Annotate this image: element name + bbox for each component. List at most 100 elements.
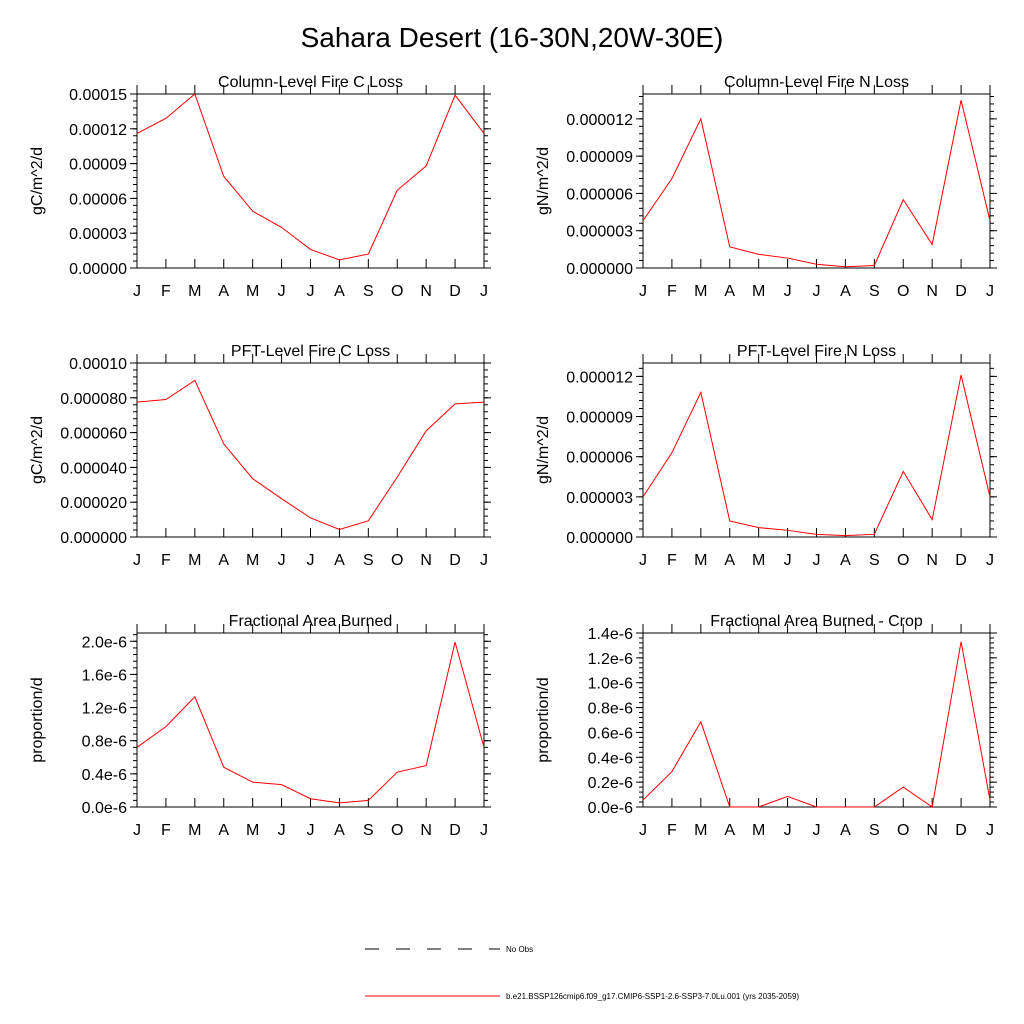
y-tick-label: 0.000060 bbox=[60, 426, 127, 443]
y-tick-label: 0.000003 bbox=[566, 490, 633, 507]
y-tick-label: 0.4e-6 bbox=[82, 767, 127, 784]
x-tick-label: J bbox=[784, 822, 792, 839]
x-tick-label: M bbox=[752, 552, 765, 569]
x-tick-label: J bbox=[986, 552, 994, 569]
y-tick-label: 0.00010 bbox=[69, 356, 127, 373]
x-tick-label: M bbox=[246, 552, 259, 569]
y-axis-label: proportion/d bbox=[535, 677, 552, 762]
series-line-1 bbox=[642, 374, 991, 537]
y-tick-label: 0.000040 bbox=[60, 460, 127, 477]
x-tick-label: J bbox=[133, 552, 141, 569]
x-tick-label: J bbox=[639, 552, 647, 569]
x-tick-label: J bbox=[784, 552, 792, 569]
y-tick-label: 0.2e-6 bbox=[588, 775, 633, 792]
x-tick-label: J bbox=[813, 283, 821, 300]
x-tick-label: A bbox=[724, 283, 735, 300]
y-tick-label: 0.8e-6 bbox=[588, 701, 633, 718]
chart-title: Column-Level Fire C Loss bbox=[218, 74, 403, 91]
y-axis-label: gN/m^2/d bbox=[535, 147, 552, 215]
x-tick-label: O bbox=[391, 283, 403, 300]
y-tick-label: 0.00003 bbox=[69, 226, 127, 243]
y-tick-label: 1.4e-6 bbox=[588, 626, 633, 643]
x-tick-label: A bbox=[218, 552, 229, 569]
y-axis-label: proportion/d bbox=[29, 677, 46, 762]
x-tick-label: N bbox=[926, 552, 938, 569]
y-tick-label: 0.00009 bbox=[69, 157, 127, 174]
x-tick-label: J bbox=[278, 552, 286, 569]
x-tick-label: M bbox=[752, 822, 765, 839]
y-axis-label: gC/m^2/d bbox=[29, 147, 46, 215]
chart-title: Fractional Area Burned bbox=[229, 613, 393, 630]
x-tick-label: J bbox=[133, 283, 141, 300]
plot-frame bbox=[136, 93, 485, 269]
x-tick-label: A bbox=[840, 822, 851, 839]
x-tick-label: O bbox=[391, 552, 403, 569]
plot-frame bbox=[642, 632, 991, 808]
x-tick-label: F bbox=[161, 552, 171, 569]
x-tick-label: M bbox=[694, 283, 707, 300]
y-tick-label: 0.000006 bbox=[566, 186, 633, 203]
series-line-1 bbox=[136, 641, 485, 804]
x-tick-label: F bbox=[667, 822, 677, 839]
x-tick-label: O bbox=[897, 822, 909, 839]
x-tick-label: A bbox=[334, 822, 345, 839]
x-tick-label: D bbox=[955, 283, 967, 300]
x-tick-label: J bbox=[480, 552, 488, 569]
x-tick-label: A bbox=[840, 283, 851, 300]
x-tick-label: D bbox=[449, 822, 461, 839]
x-tick-label: D bbox=[955, 822, 967, 839]
x-tick-label: S bbox=[363, 552, 374, 569]
x-tick-label: J bbox=[986, 822, 994, 839]
y-tick-label: 1.0e-6 bbox=[588, 676, 633, 693]
x-tick-label: N bbox=[420, 552, 432, 569]
y-tick-label: 1.6e-6 bbox=[82, 667, 127, 684]
x-tick-label: D bbox=[955, 552, 967, 569]
x-tick-label: A bbox=[334, 283, 345, 300]
series-line-1 bbox=[642, 100, 991, 268]
x-tick-label: M bbox=[246, 822, 259, 839]
y-tick-label: 0.00015 bbox=[69, 87, 127, 104]
y-tick-label: 1.2e-6 bbox=[82, 701, 127, 718]
y-tick-label: 0.000012 bbox=[566, 369, 633, 386]
plot-frame bbox=[136, 632, 485, 808]
chart-title: Column-Level Fire N Loss bbox=[724, 74, 909, 91]
y-axis-label: gC/m^2/d bbox=[29, 416, 46, 484]
x-tick-label: N bbox=[926, 822, 938, 839]
plot-frame bbox=[642, 93, 991, 269]
y-tick-label: 2.0e-6 bbox=[82, 634, 127, 651]
x-tick-label: F bbox=[667, 283, 677, 300]
y-tick-label: 0.000000 bbox=[60, 530, 127, 547]
series-line-1 bbox=[642, 641, 991, 808]
legend: No Obs b.e21.BSSP126cmip6.f09_g17.CMIP6-… bbox=[365, 945, 799, 1001]
x-tick-label: J bbox=[639, 283, 647, 300]
y-tick-label: 0.0e-6 bbox=[82, 800, 127, 817]
y-tick-label: 0.00006 bbox=[69, 191, 127, 208]
x-tick-label: D bbox=[449, 552, 461, 569]
x-tick-label: J bbox=[813, 822, 821, 839]
x-tick-label: M bbox=[188, 822, 201, 839]
x-tick-label: J bbox=[784, 283, 792, 300]
x-tick-label: J bbox=[480, 822, 488, 839]
y-tick-label: 0.6e-6 bbox=[588, 725, 633, 742]
x-tick-label: S bbox=[363, 283, 374, 300]
x-tick-label: N bbox=[420, 822, 432, 839]
x-tick-label: O bbox=[897, 283, 909, 300]
y-tick-label: 1.2e-6 bbox=[588, 651, 633, 668]
y-tick-label: 0.000000 bbox=[566, 530, 633, 547]
chart-title: PFT-Level Fire N Loss bbox=[737, 343, 896, 360]
x-tick-label: J bbox=[133, 822, 141, 839]
series-line-1 bbox=[136, 93, 485, 261]
x-tick-label: J bbox=[307, 283, 315, 300]
y-tick-label: 0.000000 bbox=[566, 261, 633, 278]
x-tick-label: S bbox=[363, 822, 374, 839]
x-tick-label: O bbox=[897, 552, 909, 569]
x-tick-label: A bbox=[840, 552, 851, 569]
y-tick-label: 0.8e-6 bbox=[82, 734, 127, 751]
x-tick-label: F bbox=[667, 552, 677, 569]
x-tick-label: J bbox=[986, 283, 994, 300]
y-tick-label: 0.000012 bbox=[566, 112, 633, 129]
